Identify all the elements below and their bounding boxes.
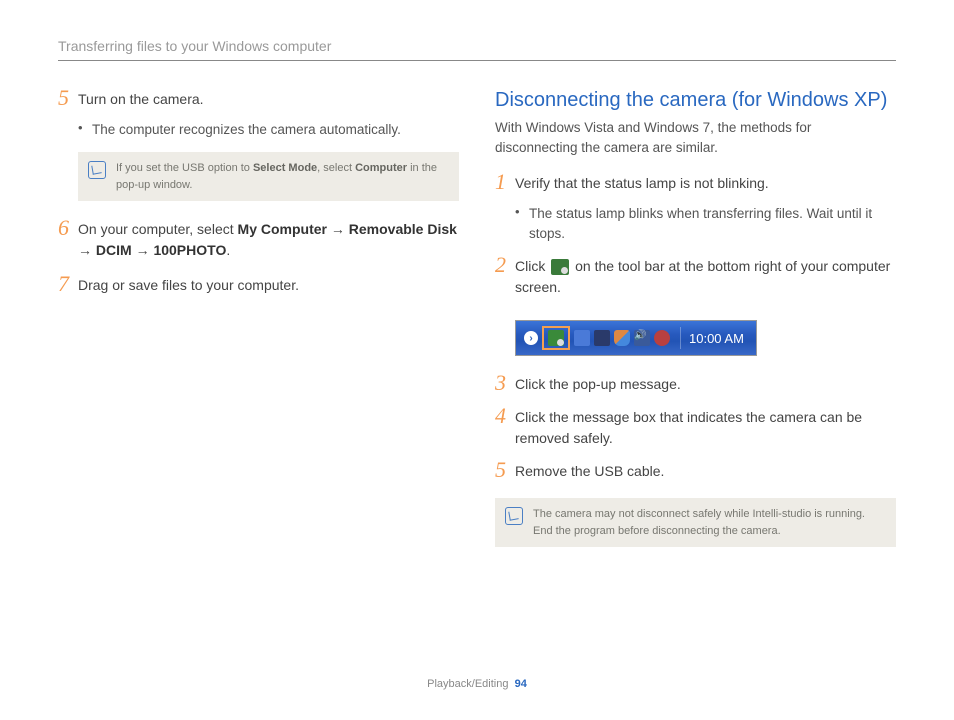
text-fragment: .	[226, 242, 230, 258]
bullet-text: The status lamp blinks when transferring…	[529, 204, 896, 245]
path-bold: 100PHOTO	[153, 242, 226, 258]
arrow-icon: →	[331, 221, 345, 237]
path-bold: DCIM	[96, 242, 132, 258]
step-number: 6	[58, 217, 78, 239]
step-text: Verify that the status lamp is not blink…	[515, 173, 896, 194]
step-7: 7 Drag or save files to your computer.	[58, 275, 459, 296]
section-subtitle: With Windows Vista and Windows 7, the me…	[495, 118, 896, 159]
note-fragment: , select	[317, 162, 355, 174]
note-fragment: If you set the USB option to	[116, 162, 253, 174]
step-2: 2 Click on the tool bar at the bottom ri…	[495, 256, 896, 298]
arrow-icon: →	[78, 242, 92, 258]
page-footer: Playback/Editing 94	[0, 678, 954, 690]
note-icon	[505, 507, 523, 525]
step-1-bullet: • The status lamp blinks when transferri…	[515, 204, 896, 245]
note-box-intellistudio: The camera may not disconnect safely whi…	[495, 498, 896, 547]
step-text: Click the pop-up message.	[515, 374, 896, 395]
bullet-marker: •	[515, 204, 529, 245]
section-title: Disconnecting the camera (for Windows XP…	[495, 89, 896, 112]
volume-tray-icon	[634, 330, 650, 346]
text-fragment: On your computer, select	[78, 221, 238, 237]
path-bold: My Computer	[238, 221, 327, 237]
tray-icon	[654, 330, 670, 346]
step-number: 3	[495, 372, 515, 394]
step-5-bullet: • The computer recognizes the camera aut…	[78, 120, 459, 140]
text-fragment: Click	[515, 258, 549, 274]
step-number: 4	[495, 405, 515, 427]
step-number: 1	[495, 171, 515, 193]
note-bold: Select Mode	[253, 162, 317, 174]
step-number: 5	[495, 459, 515, 481]
footer-section: Playback/Editing	[427, 678, 508, 690]
tray-icon	[574, 330, 590, 346]
bullet-text: The computer recognizes the camera autom…	[92, 120, 401, 140]
note-text: The camera may not disconnect safely whi…	[533, 506, 886, 539]
step-text: On your computer, select My Computer → R…	[78, 219, 459, 261]
page-header: Transferring files to your Windows compu…	[58, 38, 896, 61]
right-column: Disconnecting the camera (for Windows XP…	[495, 89, 896, 565]
safely-remove-icon	[551, 259, 569, 275]
note-text: If you set the USB option to Select Mode…	[116, 160, 449, 193]
step-text: Click the message box that indicates the…	[515, 407, 896, 449]
step-text: Remove the USB cable.	[515, 461, 896, 482]
left-column: 5 Turn on the camera. • The computer rec…	[58, 89, 459, 565]
text-fragment: on the tool bar at the bottom right of y…	[515, 258, 890, 295]
step-number: 2	[495, 254, 515, 276]
step-text: Drag or save files to your computer.	[78, 275, 459, 296]
note-box-usb: If you set the USB option to Select Mode…	[78, 152, 459, 201]
arrow-icon: →	[136, 242, 150, 258]
taskbar-clock: 10:00 AM	[689, 331, 744, 346]
taskbar-chevron-icon: ›	[524, 331, 538, 345]
step-6: 6 On your computer, select My Computer →…	[58, 219, 459, 261]
step-3: 3 Click the pop-up message.	[495, 374, 896, 395]
tray-icon	[594, 330, 610, 346]
taskbar: › 10:00 AM	[516, 321, 756, 355]
content-columns: 5 Turn on the camera. • The computer rec…	[58, 89, 896, 565]
page-number: 94	[515, 678, 527, 690]
note-bold: Computer	[355, 162, 407, 174]
step-number: 7	[58, 273, 78, 295]
step-text: Click on the tool bar at the bottom righ…	[515, 256, 896, 298]
step-number: 5	[58, 87, 78, 109]
taskbar-separator	[680, 327, 681, 349]
safely-remove-tray-icon	[548, 330, 564, 346]
note-icon	[88, 161, 106, 179]
taskbar-screenshot: › 10:00 AM	[515, 320, 757, 356]
bullet-marker: •	[78, 120, 92, 140]
shield-tray-icon	[614, 330, 630, 346]
taskbar-highlight	[542, 326, 570, 350]
step-text: Turn on the camera.	[78, 89, 459, 110]
step-5r: 5 Remove the USB cable.	[495, 461, 896, 482]
path-bold: Removable Disk	[349, 221, 457, 237]
step-1: 1 Verify that the status lamp is not bli…	[495, 173, 896, 194]
step-5: 5 Turn on the camera.	[58, 89, 459, 110]
step-4: 4 Click the message box that indicates t…	[495, 407, 896, 449]
